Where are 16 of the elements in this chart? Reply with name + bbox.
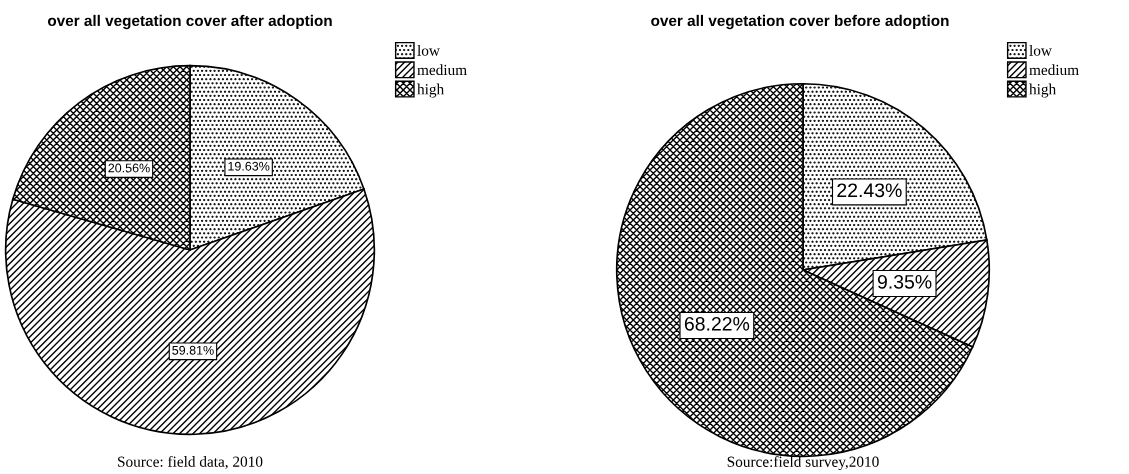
data-label: 19.63% [228,161,270,171]
source-note: Source: field data, 2010 [118,455,263,470]
source-note: Source:field survey,2010 [727,455,879,471]
legend-label: medium [417,64,467,76]
data-label: 22.43% [837,183,902,198]
legend-label: high [417,83,444,98]
legend-label: low [1029,45,1052,56]
chart-title: over all vegetation cover after adoption [47,14,332,30]
legend-label: medium [1029,64,1079,76]
data-label: 9.35% [877,274,932,289]
data-label: 20.56% [108,163,150,173]
data-label: 68.22% [684,316,750,331]
chart-title: over all vegetation cover before adoption [651,14,949,30]
data-label: 59.81% [172,345,214,355]
legend-label: low [417,45,440,56]
legend-label: high [1029,83,1056,98]
